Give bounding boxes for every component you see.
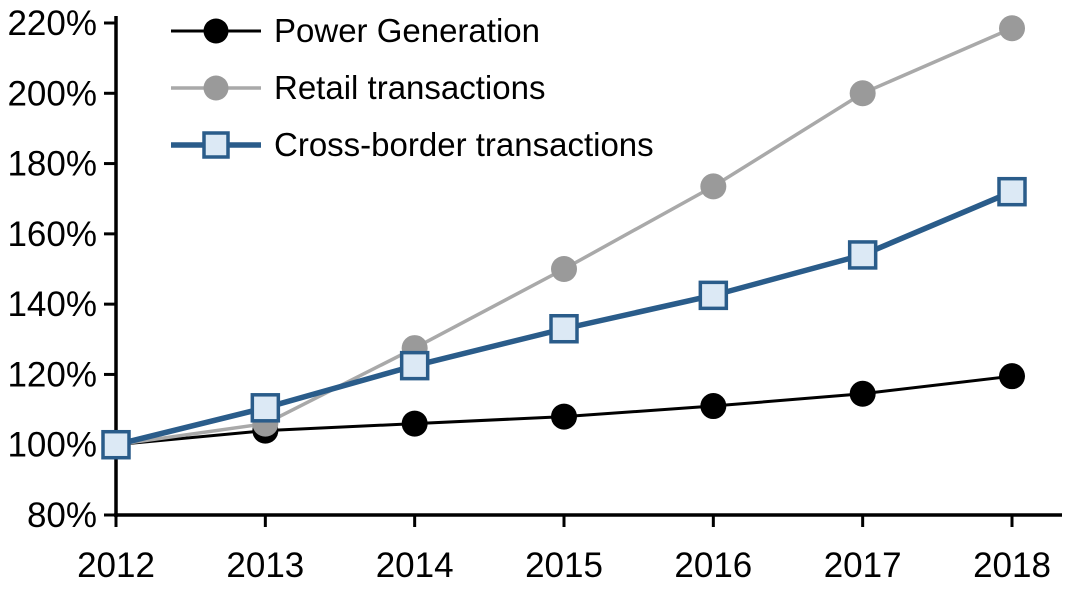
cross-border-transactions-marker [847,240,878,270]
retail-transactions-marker [700,173,727,200]
power-generation-legend-marker-icon [171,18,261,43]
x-axis-tick-label: 2016 [674,546,752,585]
retail-transactions-marker [551,256,577,282]
legend-item-retail-transactions: Retail transactions [170,59,654,116]
cross-border-transactions-marker [399,350,430,381]
cross-border-transactions-marker [698,280,729,311]
y-axis-tick-label: 120% [7,355,97,394]
power-generation-marker [700,393,727,420]
cross-border-transactions-marker [250,393,281,423]
y-axis-tick-label: 160% [7,215,97,254]
y-axis-tick-label: 180% [7,145,97,184]
power-generation-marker [401,410,428,437]
y-axis-tick-label: 220% [7,4,97,43]
x-axis-tick-label: 2015 [525,546,603,585]
x-axis-tick-label: 2014 [376,546,454,585]
power-generation-marker [849,380,876,407]
legend-label-cross-border-transactions: Cross-border transactions [274,125,654,163]
y-axis-tick-label: 80% [27,496,97,535]
x-axis-tick-label: 2017 [824,546,902,585]
legend-label-retail-transactions: Retail transactions [274,68,546,106]
x-axis-tick-label: 2018 [973,546,1051,585]
legend-label-power-generation: Power Generation [274,11,540,49]
x-axis-tick-label: 2012 [77,546,155,585]
chart-legend: Power Generation Retail transactions Cro… [170,2,654,173]
retail-transactions-legend-marker-icon [171,75,261,100]
legend-item-power-generation: Power Generation [170,2,654,59]
cross-border-transactions-legend-marker-icon [171,130,261,159]
legend-item-cross-border-transactions: Cross-border transactions [170,116,654,173]
cross-border-transactions-marker [549,313,579,344]
retail-transactions-marker [999,15,1025,42]
cross-border-transactions-marker [101,429,131,460]
power-generation-marker [999,363,1025,390]
y-axis-tick-label: 100% [7,426,97,465]
cross-border-transactions-marker [997,176,1027,207]
y-axis-tick-label: 140% [7,285,97,324]
retail-transactions-marker [849,80,876,107]
power-generation-marker [551,403,577,430]
y-axis-tick-label: 200% [7,74,97,113]
x-axis-tick-label: 2013 [226,546,304,585]
